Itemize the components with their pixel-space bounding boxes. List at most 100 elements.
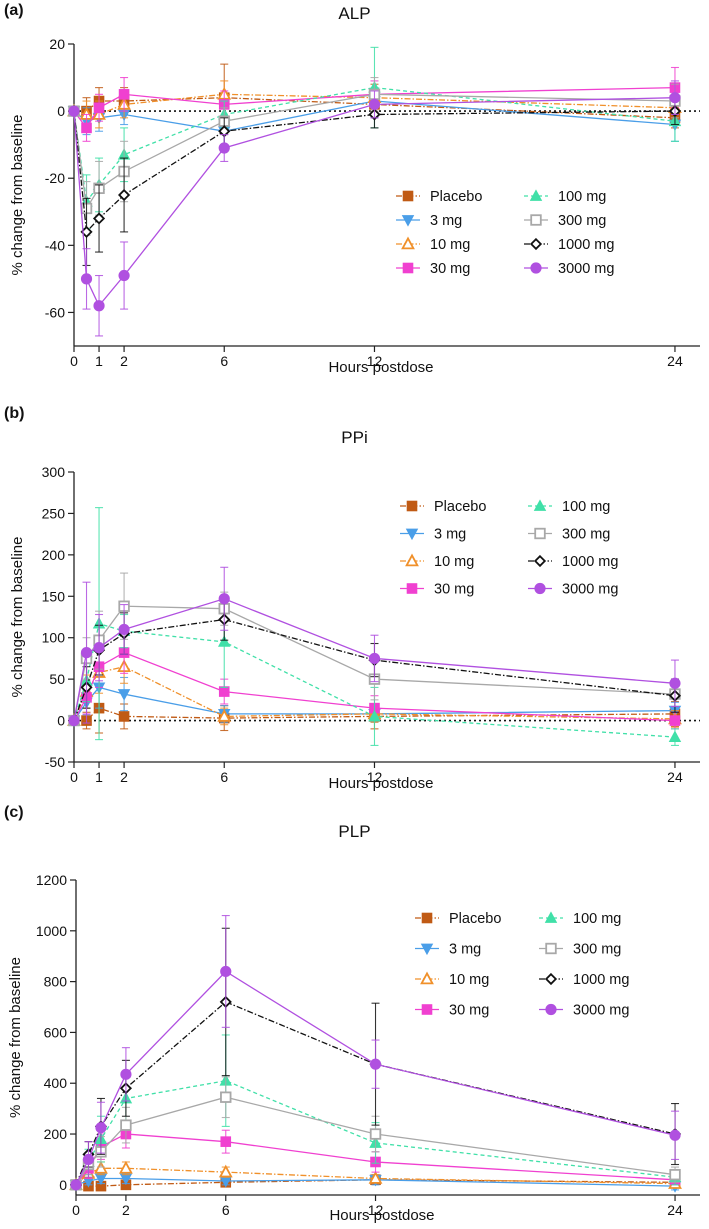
y-tick-label: 1000 [36, 923, 67, 939]
data-point [80, 647, 93, 659]
data-point [118, 711, 130, 722]
y-tick-label: 100 [42, 630, 66, 646]
y-tick-label: -50 [45, 754, 65, 770]
y-tick-label: 600 [44, 1024, 68, 1040]
data-point [82, 1153, 95, 1166]
legend-label: 30 mg [430, 261, 470, 277]
data-point [93, 300, 105, 312]
data-point [220, 1091, 232, 1103]
data-point [118, 188, 131, 202]
legend-marker [529, 189, 543, 201]
data-point [668, 730, 682, 743]
data-point [669, 1129, 681, 1141]
legend-marker [545, 942, 557, 955]
legend-marker [533, 554, 547, 568]
legend-marker [405, 553, 419, 567]
panel-label: (b) [4, 405, 25, 422]
y-axis-label: % change from baseline [7, 957, 24, 1118]
x-tick-label: 6 [220, 353, 228, 369]
legend-label: 1000 mg [558, 237, 614, 253]
data-point [93, 642, 105, 654]
legend-label: 3 mg [434, 527, 466, 543]
legend-label: 100 mg [562, 499, 610, 515]
legend-marker [421, 1004, 433, 1015]
data-point [118, 269, 130, 282]
x-tick-label: 0 [70, 353, 78, 369]
legend-marker [530, 262, 542, 274]
data-point [120, 1119, 132, 1131]
data-point [218, 635, 231, 647]
data-point [94, 1160, 108, 1174]
y-tick-label: 200 [42, 547, 66, 563]
legend-marker [406, 583, 418, 594]
data-point [70, 1179, 82, 1191]
y-tick-label: 0 [57, 103, 65, 119]
panel-label: (a) [4, 2, 24, 19]
legend-marker [534, 582, 546, 595]
data-point [80, 273, 93, 285]
legend-label: Placebo [449, 911, 501, 927]
y-tick-label: -40 [45, 237, 65, 253]
data-point [118, 623, 130, 636]
data-point [118, 89, 130, 100]
plp-chart: 0 200 400 600 800 1000 1200 0 2 6 12 24 Hours postdo… [7, 872, 700, 1224]
x-axis-label: Hours postdose [329, 1207, 434, 1224]
data-point [368, 1170, 383, 1184]
legend-marker [420, 971, 434, 985]
legend-marker [533, 499, 547, 511]
data-point [368, 709, 381, 722]
y-tick-label: 300 [42, 464, 66, 480]
legend-label: 3 mg [449, 942, 481, 958]
legend-label: 300 mg [573, 942, 621, 958]
chart-title: ALP [338, 4, 371, 23]
legend: Placebo 3 mg 10 mg 30 mg 100 mg 300 mg 1000 mg… [396, 189, 614, 277]
y-tick-label: 800 [44, 974, 68, 990]
x-tick-label: 1 [95, 769, 103, 785]
legend-marker [534, 527, 546, 540]
x-tick-label: 0 [72, 1202, 80, 1218]
legend: Placebo 3 mg 10 mg 30 mg 100 mg 300 mg 1000 mg… [415, 911, 629, 1019]
y-tick-label: -60 [45, 304, 65, 320]
data-point [68, 714, 80, 727]
data-point [368, 98, 381, 111]
x-tick-label: 12 [367, 769, 383, 785]
chart-title: PPi [341, 428, 368, 447]
legend-label: Placebo [430, 189, 482, 205]
x-tick-label: 12 [367, 353, 383, 369]
legend-marker [544, 972, 558, 986]
legend: Placebo 3 mg 10 mg 30 mg 100 mg 300 mg 1000 mg… [400, 499, 618, 598]
panel-plp: (c) PLP 0 200 400 600 800 1000 1200 0 2 6 12 24 Hour… [0, 800, 709, 1229]
y-tick-label: 1200 [36, 872, 67, 888]
legend-label: Placebo [434, 499, 486, 515]
data-point [95, 1122, 107, 1134]
legend-label: 100 mg [573, 911, 621, 927]
data-point [669, 715, 681, 726]
series-3000-mg [68, 80, 681, 337]
y-tick-label: 200 [44, 1126, 68, 1142]
data-point [369, 1128, 382, 1140]
data-point [220, 1136, 232, 1147]
series-3000-mg [68, 566, 681, 727]
data-point [220, 965, 232, 978]
legend-label: 100 mg [558, 189, 606, 205]
legend-label: 3000 mg [558, 261, 614, 277]
legend-label: 1000 mg [562, 554, 618, 570]
data-point [120, 1068, 132, 1080]
panel-ppi: (b) PPi -50 0 50 100 150 200 250 300 0 1 2 6 12 24 Hou… [0, 400, 709, 800]
data-point [218, 686, 230, 697]
data-point [218, 593, 230, 605]
x-tick-label: 1 [95, 353, 103, 369]
legend-label: 300 mg [558, 213, 606, 229]
data-point [92, 212, 106, 225]
legend-label: 30 mg [449, 1003, 489, 1019]
legend-marker [421, 912, 433, 924]
legend-label: 1000 mg [573, 972, 629, 988]
series-100-mg [67, 507, 682, 746]
legend-marker [401, 236, 415, 250]
panel-label: (c) [4, 804, 24, 821]
legend-marker [406, 500, 418, 512]
legend-label: 10 mg [449, 972, 489, 988]
data-point [218, 1164, 233, 1178]
x-tick-label: 0 [70, 769, 78, 785]
